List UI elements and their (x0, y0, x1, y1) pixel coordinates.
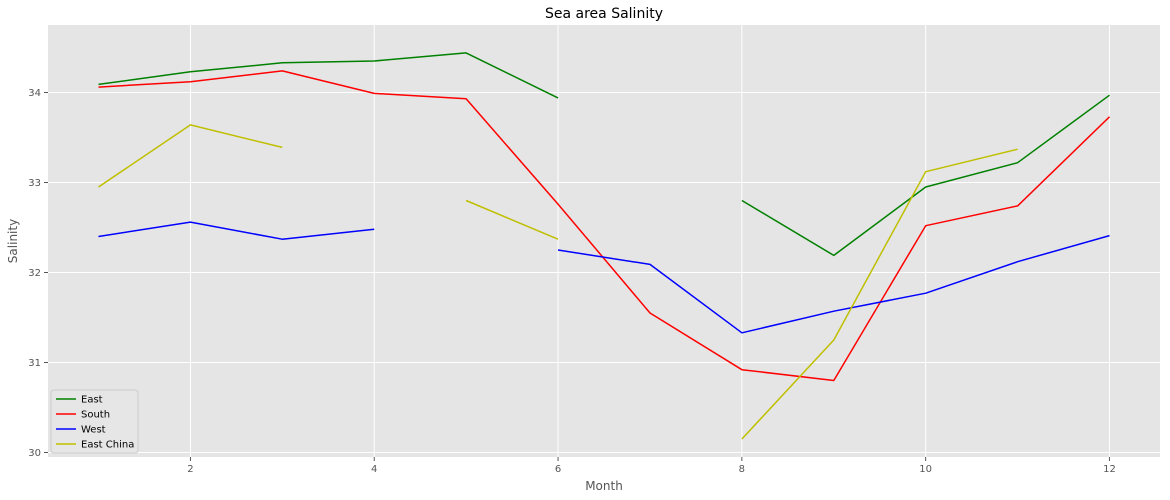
y-axis-label: Salinity (6, 219, 20, 263)
grid (48, 25, 1160, 457)
series-west (98, 221, 1110, 334)
chart-title: Sea area Salinity (545, 6, 663, 22)
y-tick-label: 33 (28, 178, 41, 189)
legend-box (50, 389, 139, 454)
x-tick-label: 6 (555, 464, 561, 475)
legend: East South West East China (50, 389, 139, 454)
series-line-east-china (741, 148, 1018, 440)
series-east-china (98, 124, 1018, 440)
legend-label-east: East (81, 395, 103, 406)
legend-label-south: South (81, 410, 110, 421)
series-line-south (98, 70, 1111, 382)
y-tick-label: 34 (28, 88, 41, 99)
y-tick-label: 32 (28, 268, 41, 279)
x-tick-label: 12 (1103, 464, 1116, 475)
y-tick-label: 31 (28, 358, 41, 369)
series-line-east-china (98, 124, 283, 188)
series-south (98, 70, 1111, 382)
series-line-east (741, 94, 1110, 257)
x-tick-label: 4 (371, 464, 377, 475)
y-tick-label: 30 (28, 448, 41, 459)
legend-label-east-china: East China (81, 440, 134, 451)
plot-background (48, 25, 1160, 457)
series-line-east (98, 52, 559, 99)
x-tick-label: 2 (187, 464, 193, 475)
series-line-west (98, 221, 375, 240)
x-tick-label: 10 (919, 464, 932, 475)
y-axis-ticks: 30 31 32 33 34 (28, 88, 48, 459)
x-axis-label: Month (585, 479, 623, 493)
series-line-east-china (465, 199, 559, 240)
series-east (98, 52, 1110, 257)
series-line-west (557, 234, 1110, 334)
x-tick-label: 8 (739, 464, 745, 475)
x-axis-ticks: 2 4 6 8 10 12 (187, 457, 1116, 475)
series-lines (98, 52, 1111, 440)
legend-label-west: West (81, 425, 106, 436)
